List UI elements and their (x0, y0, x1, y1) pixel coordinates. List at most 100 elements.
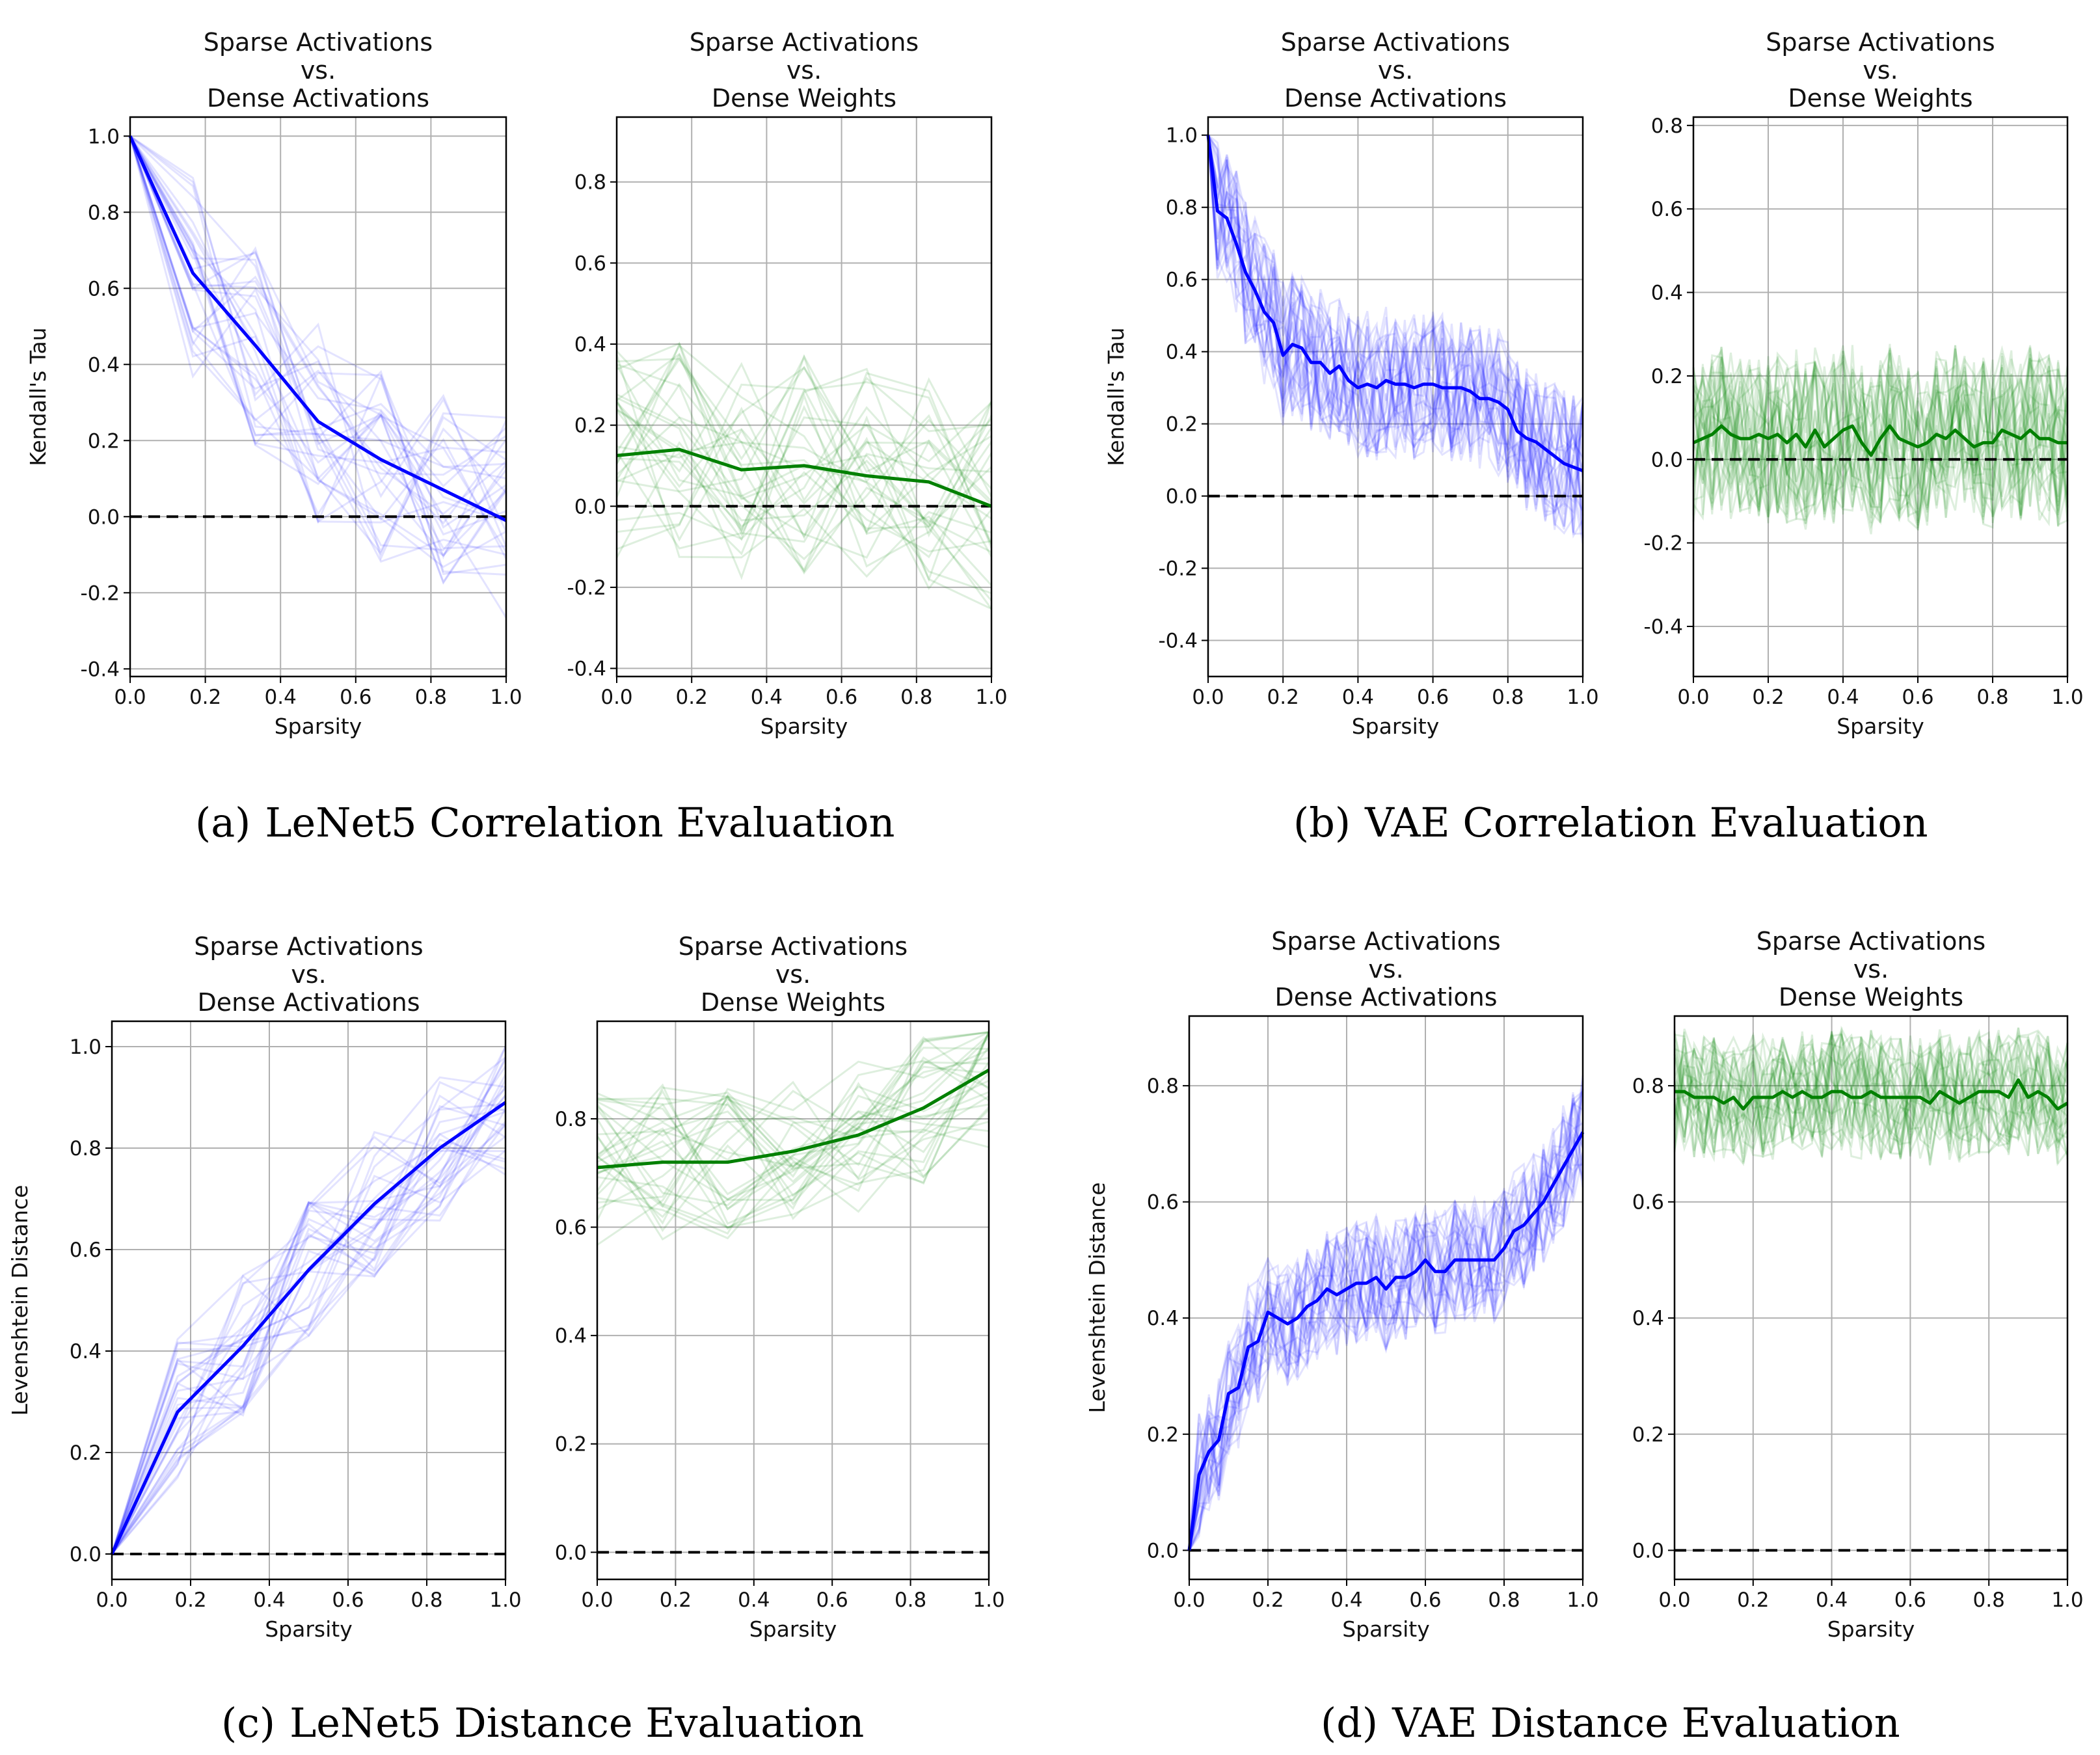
trial-line (1674, 1029, 2068, 1157)
mean-line (1187, 1131, 1585, 1551)
y-tick-label: 0.8 (1632, 1075, 1664, 1098)
trial-line (596, 1082, 990, 1233)
trial-line (111, 1057, 507, 1555)
trial-line (1188, 1122, 1583, 1551)
trial-line (1673, 1026, 2069, 1162)
trial-line (129, 135, 507, 554)
mean-line (110, 1101, 507, 1555)
trial-line (1673, 1031, 2069, 1151)
caption-text: VAE Correlation Evaluation (1364, 799, 1928, 846)
axes-frame (1692, 116, 2069, 678)
trial-line (129, 135, 507, 561)
trial-traces (129, 135, 507, 619)
trial-line (1188, 1149, 1584, 1551)
x-tick-label: 0.6 (1894, 1588, 1926, 1612)
chart-title-line: Sparse Activations (679, 932, 908, 961)
trial-line (129, 135, 507, 488)
y-tick-label: 0.8 (88, 201, 120, 224)
x-tick-label: 0.4 (265, 686, 297, 709)
caption-text: LeNet5 Distance Evaluation (289, 1699, 864, 1747)
x-tick-label: 0.8 (1973, 1588, 2005, 1612)
trial-traces (1673, 1025, 2069, 1166)
x-tick-label: 1.0 (2051, 686, 2083, 709)
trial-line (1207, 135, 1584, 515)
trial-line (1692, 350, 2069, 520)
y-tick-label: 0.4 (555, 1324, 587, 1348)
x-tick-label: 0.8 (1976, 686, 2008, 709)
trial-line (597, 1080, 989, 1218)
trial-line (1188, 1129, 1584, 1551)
trial-line (1673, 1031, 2069, 1165)
trial-line (1692, 345, 2068, 520)
trial-line (597, 1092, 989, 1168)
caption-label: (a) (195, 799, 250, 846)
trial-line (1207, 135, 1583, 535)
trial-line (596, 1065, 989, 1207)
trial-line (1207, 135, 1584, 544)
y-tick-label: 0.2 (555, 1433, 587, 1456)
axes-frame (1188, 1015, 1584, 1581)
y-tick-label: 0.2 (88, 429, 120, 453)
trial-line (1674, 1027, 2069, 1163)
chart-title-line: vs. (301, 56, 336, 85)
trial-line (616, 466, 993, 541)
trial-line (1692, 355, 2069, 524)
chart-title-line: Dense Activations (1274, 983, 1497, 1011)
mean-line (597, 1068, 990, 1170)
x-tick-label: 0.2 (660, 1588, 692, 1612)
y-tick-label: 0.4 (70, 1340, 101, 1363)
axes-frame (1673, 1015, 2069, 1581)
trial-line (111, 1079, 507, 1555)
trial-line (1188, 1089, 1584, 1551)
trial-line (1692, 348, 2069, 521)
x-tick-label: 0.8 (1492, 686, 1524, 709)
trial-line (1692, 355, 2069, 520)
trial-line (1692, 345, 2069, 523)
y-tick-label: 0.4 (1632, 1307, 1664, 1330)
trial-line (597, 1092, 989, 1213)
trial-line (1673, 1038, 2069, 1158)
trial-line (1692, 343, 2069, 519)
trial-line (1673, 1029, 2069, 1155)
trial-line (597, 1061, 989, 1179)
mean-line (616, 448, 992, 508)
trial-traces (1188, 1075, 1584, 1551)
trial-line (129, 135, 507, 563)
trial-line (1207, 135, 1584, 489)
x-tick-label: 0.6 (332, 1588, 364, 1612)
trial-line (1692, 353, 2069, 529)
axes-frame (111, 1020, 507, 1581)
chart-panel: 0.0 0.2 0.4 0.6 0.8 1.0 -0.4 -0.2 0.0 0.2 0.4 0.6 0.… (1644, 28, 2084, 739)
trial-line (1692, 355, 2069, 520)
trial-line (596, 1034, 989, 1241)
trial-line (1673, 1041, 2069, 1159)
trial-line (616, 409, 992, 574)
y-tick-label: 0.8 (1166, 196, 1198, 220)
trial-line (129, 135, 507, 569)
trial-line (129, 135, 507, 479)
y-tick-label: 0.6 (70, 1239, 101, 1262)
trial-line (597, 1047, 989, 1230)
trial-line (1188, 1134, 1584, 1551)
y-tick-label: 0.6 (1651, 198, 1683, 221)
trial-line (111, 1056, 506, 1555)
trial-line (1207, 135, 1584, 516)
trial-line (616, 354, 993, 542)
trial-line (1692, 354, 2069, 529)
x-tick-label: 0.0 (1677, 686, 1709, 709)
y-tick-label: 1.0 (1166, 124, 1198, 148)
y-tick-label: -0.4 (81, 658, 120, 681)
trial-line (1207, 135, 1584, 518)
x-axis-label: Sparsity (1342, 1616, 1430, 1642)
mean-line (1206, 135, 1583, 473)
x-tick-label: 0.4 (1330, 1588, 1362, 1612)
axes-frame (1207, 116, 1584, 678)
trial-line (1207, 135, 1584, 505)
trial-line (1188, 1090, 1583, 1551)
chart-title-line: Dense Weights (1779, 983, 1963, 1011)
trial-line (129, 135, 507, 536)
trial-line (111, 1065, 507, 1555)
trial-line (1188, 1151, 1584, 1551)
trial-line (1207, 135, 1584, 536)
trial-line (1692, 351, 2069, 531)
